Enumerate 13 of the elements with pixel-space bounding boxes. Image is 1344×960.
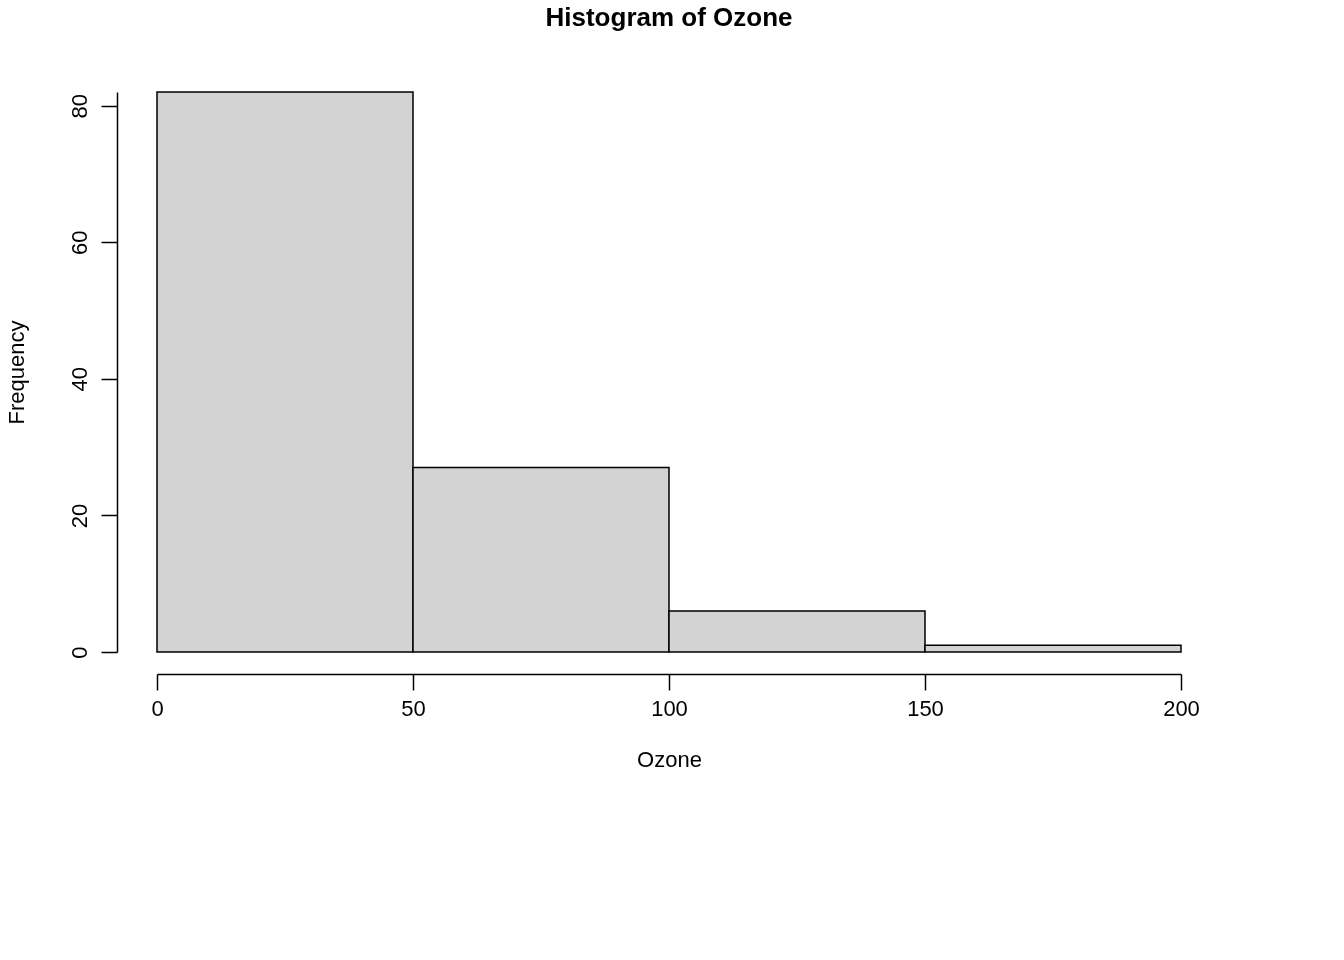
x-tick-label: 200 [1163,695,1200,721]
x-tick-label: 100 [651,695,688,721]
y-tick-label: 80 [66,93,92,119]
x-tick-label: 150 [907,695,944,721]
x-tick-label: 50 [401,695,426,721]
y-tick-label: 0 [66,646,92,659]
chart-title: Histogram of Ozone [545,2,793,33]
y-tick-label: 60 [66,230,92,255]
x-axis-title: Ozone [637,746,702,772]
y-tick-label: 20 [66,503,92,529]
y-tick-label: 40 [66,367,92,392]
y-axis-title: Frequency [3,320,29,425]
x-tick-label: 0 [151,695,164,721]
